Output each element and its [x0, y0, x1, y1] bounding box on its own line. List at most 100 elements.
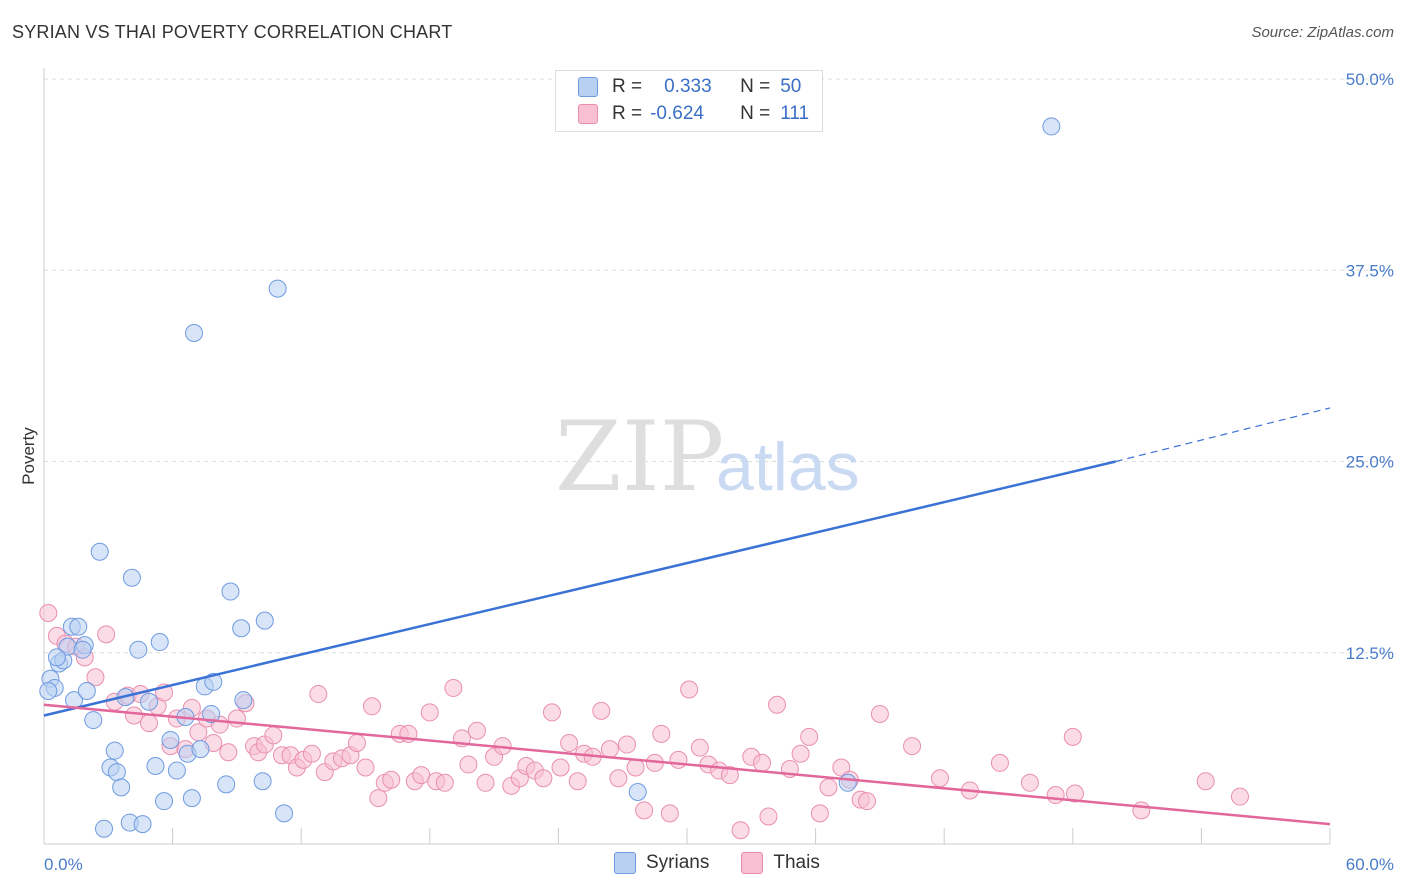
thai-point [568, 772, 587, 791]
syrians-legend-swatch [614, 852, 636, 874]
thai-point [97, 625, 116, 644]
thai-point [140, 714, 159, 733]
thai-point [1196, 772, 1215, 791]
thai-point [617, 735, 636, 754]
series-legend-thais[interactable]: Thais [741, 852, 820, 874]
thai-point [635, 801, 654, 820]
thai-point [534, 769, 553, 788]
thai-point [1020, 773, 1039, 792]
syrian-point [202, 704, 221, 723]
syrian-point [107, 763, 126, 782]
syrian-point [185, 323, 204, 342]
syrian-point [268, 279, 287, 298]
thai-point [560, 734, 579, 753]
legend-row-syrians: R = 0.333 N = 50 [578, 74, 801, 100]
thai-point [459, 755, 478, 774]
syrians-trend-extension [1115, 407, 1331, 463]
thai-point [39, 603, 58, 622]
syrian-point [167, 761, 186, 780]
syrian-point [146, 756, 165, 775]
thai-point [86, 668, 105, 687]
thais-swatch [578, 104, 598, 124]
syrians-trend-line [43, 460, 1116, 717]
y-tick-label: 37.5% [1346, 261, 1394, 280]
thai-point [903, 737, 922, 756]
thai-point [1063, 727, 1082, 746]
thai-point [542, 703, 561, 722]
thai-point [720, 766, 739, 785]
thai-point [810, 804, 829, 823]
legend-r-value: 0.333 [664, 76, 712, 97]
thai-point [362, 697, 381, 716]
legend-n-label: N = [740, 103, 771, 124]
thai-point [369, 789, 388, 808]
thai-points [39, 603, 1249, 840]
thai-point [302, 744, 321, 763]
thai-point [731, 821, 750, 840]
syrian-point [234, 691, 253, 710]
syrian-point [73, 640, 92, 659]
thai-point [990, 753, 1009, 772]
y-tick-label: 50.0% [1346, 70, 1394, 89]
syrian-point [232, 619, 251, 638]
syrian-point [122, 568, 141, 587]
legend-r-label: R = [612, 103, 643, 124]
syrian-point [105, 741, 124, 760]
legend-row-thais: R = -0.624 N = 111 [578, 101, 809, 127]
thais-legend-label: Thais [773, 852, 820, 873]
thai-point [791, 744, 810, 763]
thai-point [669, 750, 688, 769]
syrian-point [150, 633, 169, 652]
syrian-point [140, 692, 159, 711]
thai-point [690, 738, 709, 757]
syrian-point [161, 730, 180, 749]
syrian-point [155, 792, 174, 811]
thai-point [800, 727, 819, 746]
syrian-point [69, 617, 88, 636]
syrian-point [133, 815, 152, 834]
trend-lines [43, 407, 1331, 826]
syrian-point [182, 789, 201, 808]
thai-point [264, 726, 283, 745]
syrian-point [129, 640, 148, 659]
thai-point [347, 734, 366, 753]
legend-n-label: N = [740, 76, 771, 97]
thai-point [476, 773, 495, 792]
syrian-points [39, 117, 1061, 838]
syrian-point [112, 778, 131, 797]
thai-point [219, 743, 238, 762]
thai-point [1046, 786, 1065, 805]
syrian-point [255, 611, 274, 630]
thai-point [759, 807, 778, 826]
thai-point [592, 701, 611, 720]
thai-point [858, 792, 877, 811]
thai-point [768, 695, 787, 714]
thai-point [870, 704, 889, 723]
grid-lines [44, 78, 1394, 654]
thais-legend-swatch [741, 852, 764, 874]
thai-point [227, 709, 246, 728]
thai-point [753, 753, 772, 772]
thai-point [444, 678, 463, 697]
syrian-point [221, 582, 240, 601]
thai-point [819, 778, 838, 797]
thai-point [1132, 801, 1151, 820]
watermark-atlas: atlas [716, 429, 860, 505]
thais-trend-line [43, 703, 1331, 826]
legend-n-value: 111 [780, 103, 810, 124]
y-tick-label: 25.0% [1346, 453, 1394, 472]
legend-r-label: R = [612, 76, 643, 97]
y-axis-label: Poverty [19, 427, 38, 485]
thai-point [467, 721, 486, 740]
syrian-point [95, 819, 114, 838]
syrian-point [628, 782, 647, 801]
syrian-point [47, 648, 66, 667]
x-tick-marks [172, 828, 1331, 844]
series-legend-syrians[interactable]: Syrians [614, 852, 709, 874]
thai-point [412, 766, 431, 785]
syrians-legend-label: Syrians [646, 852, 710, 873]
thai-point [1230, 787, 1249, 806]
x-tick-label-max: 60.0% [1346, 855, 1394, 874]
watermark: ZIP atlas [555, 401, 860, 513]
